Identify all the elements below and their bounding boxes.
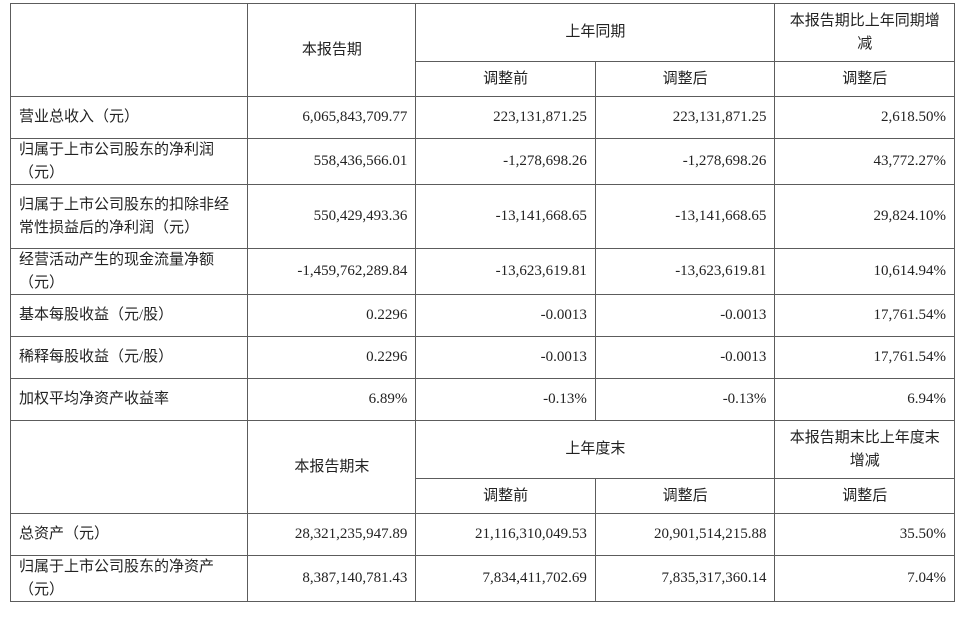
row-label: 基本每股收益（元/股） bbox=[11, 295, 248, 337]
header-before-adj: 调整前 bbox=[416, 62, 596, 97]
cell-before: -13,623,619.81 bbox=[416, 249, 596, 295]
header-end-change: 本报告期末比上年度末增减 bbox=[775, 421, 955, 479]
header-blank-2 bbox=[11, 421, 248, 514]
header-change-sub-2: 调整后 bbox=[775, 479, 955, 514]
cell-before: 223,131,871.25 bbox=[416, 97, 596, 139]
cell-after: -0.0013 bbox=[595, 295, 775, 337]
row-label: 营业总收入（元） bbox=[11, 97, 248, 139]
header-change: 本报告期比上年同期增减 bbox=[775, 4, 955, 62]
cell-current: 0.2296 bbox=[248, 337, 416, 379]
row-label: 稀释每股收益（元/股） bbox=[11, 337, 248, 379]
cell-after: 223,131,871.25 bbox=[595, 97, 775, 139]
cell-after: -0.0013 bbox=[595, 337, 775, 379]
cell-current: 6,065,843,709.77 bbox=[248, 97, 416, 139]
cell-current: 6.89% bbox=[248, 379, 416, 421]
header-current-period: 本报告期 bbox=[248, 4, 416, 97]
header-prior-end: 上年度末 bbox=[416, 421, 775, 479]
cell-after: -0.13% bbox=[595, 379, 775, 421]
cell-current: 0.2296 bbox=[248, 295, 416, 337]
cell-change: 17,761.54% bbox=[775, 337, 955, 379]
row-label: 经营活动产生的现金流量净额（元） bbox=[11, 249, 248, 295]
cell-after: 7,835,317,360.14 bbox=[595, 556, 775, 602]
cell-change: 10,614.94% bbox=[775, 249, 955, 295]
financial-table: 本报告期 上年同期 本报告期比上年同期增减 调整前 调整后 调整后 营业总收入（… bbox=[10, 3, 955, 602]
row-label: 归属于上市公司股东的净资产（元） bbox=[11, 556, 248, 602]
cell-current: 28,321,235,947.89 bbox=[248, 514, 416, 556]
cell-before: -13,141,668.65 bbox=[416, 185, 596, 249]
cell-change: 35.50% bbox=[775, 514, 955, 556]
header-blank-1 bbox=[11, 4, 248, 97]
cell-change: 7.04% bbox=[775, 556, 955, 602]
row-label: 归属于上市公司股东的净利润（元） bbox=[11, 139, 248, 185]
cell-before: -0.0013 bbox=[416, 295, 596, 337]
cell-after: -13,623,619.81 bbox=[595, 249, 775, 295]
cell-after: -1,278,698.26 bbox=[595, 139, 775, 185]
cell-after: 20,901,514,215.88 bbox=[595, 514, 775, 556]
row-label: 加权平均净资产收益率 bbox=[11, 379, 248, 421]
header-after-adj-2: 调整后 bbox=[595, 479, 775, 514]
row-label: 归属于上市公司股东的扣除非经常性损益后的净利润（元） bbox=[11, 185, 248, 249]
cell-after: -13,141,668.65 bbox=[595, 185, 775, 249]
cell-current: 550,429,493.36 bbox=[248, 185, 416, 249]
header-prior-period: 上年同期 bbox=[416, 4, 775, 62]
cell-change: 29,824.10% bbox=[775, 185, 955, 249]
cell-before: -0.13% bbox=[416, 379, 596, 421]
header-before-adj-2: 调整前 bbox=[416, 479, 596, 514]
cell-change: 6.94% bbox=[775, 379, 955, 421]
header-change-sub: 调整后 bbox=[775, 62, 955, 97]
cell-current: -1,459,762,289.84 bbox=[248, 249, 416, 295]
cell-before: 21,116,310,049.53 bbox=[416, 514, 596, 556]
cell-change: 43,772.27% bbox=[775, 139, 955, 185]
cell-change: 2,618.50% bbox=[775, 97, 955, 139]
cell-before: -1,278,698.26 bbox=[416, 139, 596, 185]
cell-before: -0.0013 bbox=[416, 337, 596, 379]
header-current-end: 本报告期末 bbox=[248, 421, 416, 514]
cell-change: 17,761.54% bbox=[775, 295, 955, 337]
cell-current: 558,436,566.01 bbox=[248, 139, 416, 185]
row-label: 总资产（元） bbox=[11, 514, 248, 556]
cell-before: 7,834,411,702.69 bbox=[416, 556, 596, 602]
header-after-adj: 调整后 bbox=[595, 62, 775, 97]
cell-current: 8,387,140,781.43 bbox=[248, 556, 416, 602]
